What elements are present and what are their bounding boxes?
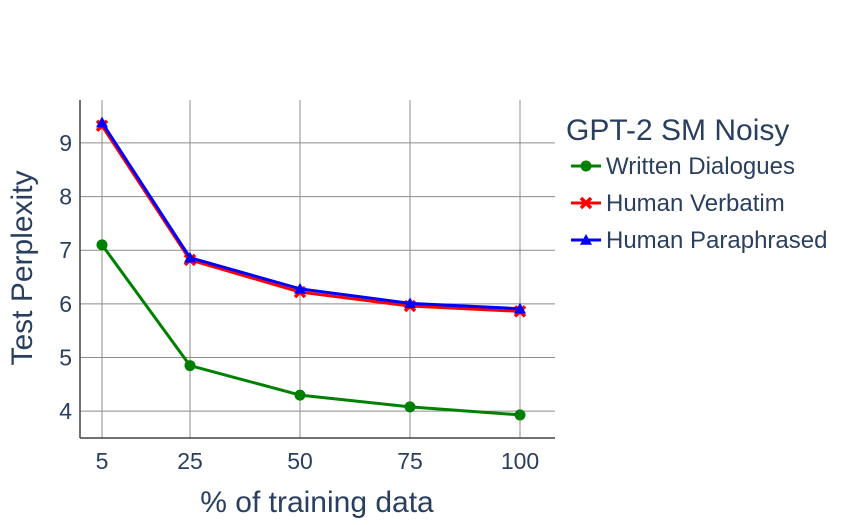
- data-point: [514, 302, 526, 314]
- x-tick-label: 25: [177, 448, 203, 474]
- data-point: [96, 116, 108, 128]
- data-point: [404, 401, 416, 413]
- series-written-dialogues: [96, 239, 526, 421]
- y-tick-label: 5: [59, 345, 72, 371]
- y-axis-title: Test Perplexity: [6, 170, 39, 365]
- x-tick-labels: 5 25 50 75 100: [96, 448, 540, 474]
- series-human-verbatim: [95, 119, 527, 318]
- data-point: [404, 297, 416, 309]
- y-tick-label: 9: [59, 130, 72, 156]
- x-tick-label: 5: [96, 448, 109, 474]
- legend-item[interactable]: Written Dialogues: [571, 153, 795, 180]
- legend-items: Written Dialogues Human Verbatim Human Par…: [571, 153, 827, 254]
- data-point: [514, 409, 526, 421]
- series-human-paraphrased: [96, 116, 526, 314]
- legend-title: GPT-2 SM Noisy: [566, 114, 789, 147]
- y-tick-label: 6: [59, 291, 72, 317]
- series-group: [95, 116, 527, 421]
- data-point: [184, 251, 196, 263]
- data-point: [294, 282, 306, 294]
- grid: [80, 100, 555, 438]
- series-line: [100, 243, 521, 417]
- legend-label: Human Paraphrased: [606, 227, 827, 254]
- legend-marker: [579, 196, 593, 210]
- data-point: [294, 389, 306, 401]
- series-line: [100, 121, 521, 311]
- x-tick-label: 75: [397, 448, 423, 474]
- y-tick-labels: 4 5 6 7 8 9: [59, 130, 72, 424]
- legend-label: Written Dialogues: [606, 153, 795, 180]
- x-tick-label: 100: [501, 448, 539, 474]
- y-tick-label: 8: [59, 184, 72, 210]
- legend-marker: [580, 234, 592, 245]
- legend-label: Human Verbatim: [606, 190, 785, 217]
- y-tick-label: 4: [59, 398, 72, 424]
- data-point: [96, 239, 108, 251]
- axes: [79, 100, 555, 439]
- legend-item[interactable]: Human Paraphrased: [571, 227, 827, 254]
- data-point: [184, 360, 196, 372]
- x-tick-label: 50: [287, 448, 313, 474]
- legend[interactable]: GPT-2 SM Noisy Written Dialogues Human Ve…: [566, 114, 827, 254]
- legend-item[interactable]: Human Verbatim: [571, 190, 785, 217]
- x-axis-title: % of training data: [200, 486, 434, 519]
- y-tick-label: 7: [59, 237, 72, 263]
- legend-marker: [580, 160, 592, 172]
